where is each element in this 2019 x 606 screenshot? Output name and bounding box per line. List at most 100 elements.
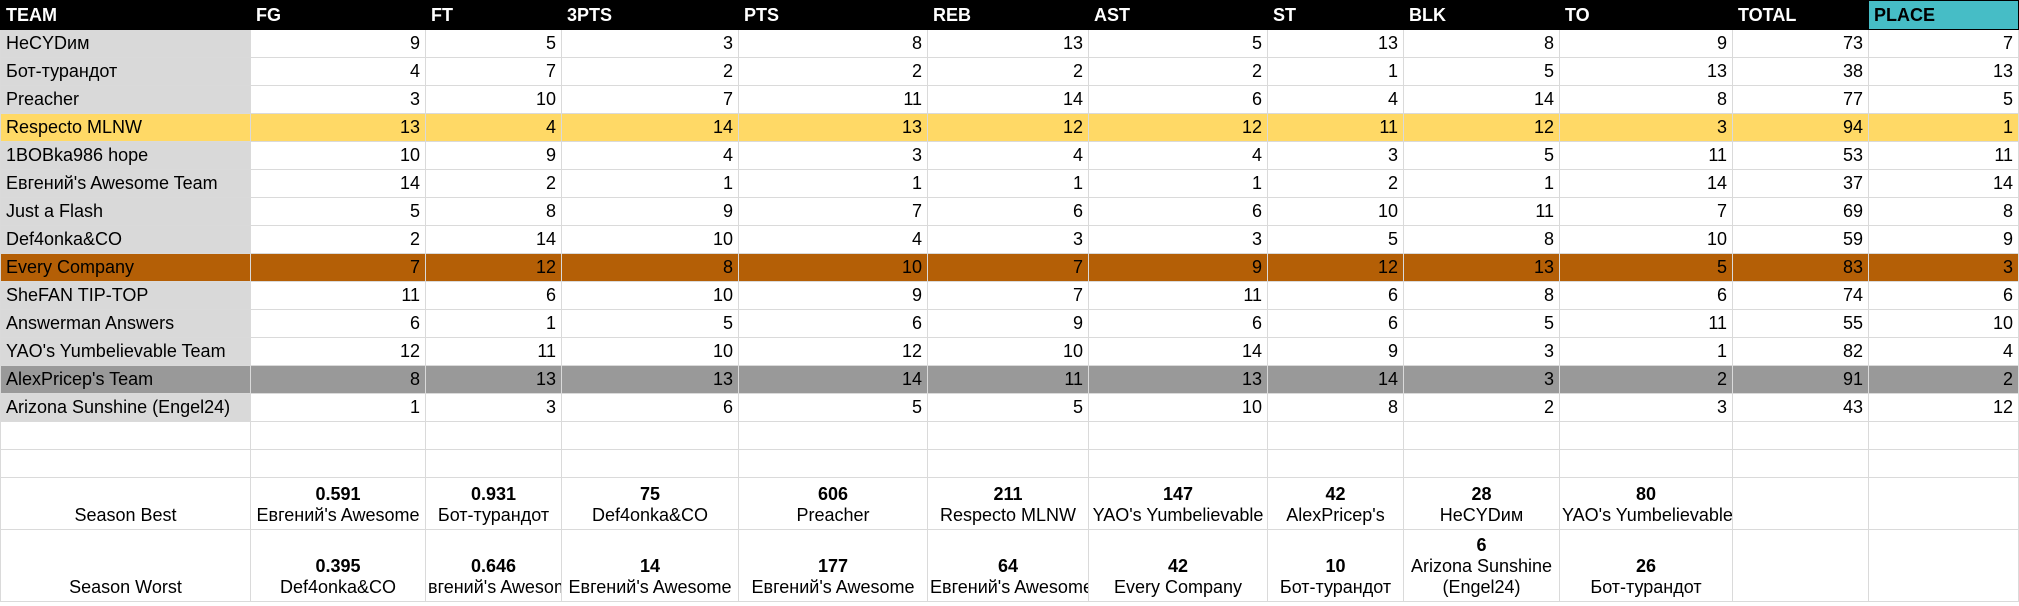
stat-cell[interactable]: 10	[927, 337, 1089, 366]
empty-cell[interactable]	[0, 421, 251, 450]
empty-cell[interactable]	[1088, 449, 1268, 478]
stat-cell[interactable]: 13	[738, 113, 928, 142]
stat-cell[interactable]: 10	[1868, 309, 2019, 338]
header-cell-place[interactable]: PLACE	[1868, 0, 2019, 30]
stat-cell[interactable]: 6	[1267, 281, 1404, 310]
empty-cell[interactable]	[1868, 477, 2019, 530]
stat-cell[interactable]: 3	[1088, 225, 1268, 254]
stat-cell[interactable]: 3	[738, 141, 928, 170]
header-cell-st[interactable]: ST	[1267, 0, 1404, 30]
empty-cell[interactable]	[1732, 529, 1869, 602]
empty-cell[interactable]	[927, 449, 1089, 478]
stat-cell[interactable]: 11	[1559, 141, 1733, 170]
stat-cell[interactable]: 6	[561, 393, 739, 422]
stat-cell[interactable]: 8	[1267, 393, 1404, 422]
record-cell[interactable]: 42 Every Company	[1088, 529, 1268, 602]
stat-cell[interactable]: 4	[250, 57, 426, 86]
record-cell[interactable]: 42 AlexPricep's	[1267, 477, 1404, 530]
stat-cell[interactable]: 1	[250, 393, 426, 422]
stat-cell[interactable]: 13	[1559, 57, 1733, 86]
empty-cell[interactable]	[1732, 421, 1869, 450]
record-cell[interactable]: 10 Бот-турандот	[1267, 529, 1404, 602]
stat-cell[interactable]: 11	[738, 85, 928, 114]
team-name-cell[interactable]: SheFAN TIP-TOP	[0, 281, 251, 310]
stat-cell[interactable]: 4	[927, 141, 1089, 170]
stat-cell[interactable]: 5	[1403, 141, 1560, 170]
stat-cell[interactable]: 12	[250, 337, 426, 366]
stat-cell[interactable]: 9	[927, 309, 1089, 338]
stat-cell[interactable]: 9	[738, 281, 928, 310]
stat-cell[interactable]: 74	[1732, 281, 1869, 310]
stat-cell[interactable]: 14	[1088, 337, 1268, 366]
stat-cell[interactable]: 8	[738, 29, 928, 58]
stat-cell[interactable]: 3	[927, 225, 1089, 254]
stat-cell[interactable]: 2	[1559, 365, 1733, 394]
stat-cell[interactable]: 6	[738, 309, 928, 338]
stat-cell[interactable]: 83	[1732, 253, 1869, 282]
record-cell[interactable]: 0.646 вгений's Awesom	[425, 529, 562, 602]
stat-cell[interactable]: 5	[1403, 309, 1560, 338]
stat-cell[interactable]: 12	[1088, 113, 1268, 142]
stat-cell[interactable]: 38	[1732, 57, 1869, 86]
stat-cell[interactable]: 6	[1088, 85, 1268, 114]
stat-cell[interactable]: 8	[1559, 85, 1733, 114]
stat-cell[interactable]: 14	[561, 113, 739, 142]
stat-cell[interactable]: 6	[1088, 197, 1268, 226]
stat-cell[interactable]: 10	[561, 225, 739, 254]
stat-cell[interactable]: 1	[561, 169, 739, 198]
stat-cell[interactable]: 2	[738, 57, 928, 86]
header-cell-blk[interactable]: BLK	[1403, 0, 1560, 30]
team-name-cell[interactable]: Answerman Answers	[0, 309, 251, 338]
record-cell[interactable]: 64 Евгений's Awesome	[927, 529, 1089, 602]
stat-cell[interactable]: 9	[1088, 253, 1268, 282]
stat-cell[interactable]: 4	[1868, 337, 2019, 366]
stat-cell[interactable]: 1	[927, 169, 1089, 198]
stat-cell[interactable]: 1	[1868, 113, 2019, 142]
record-cell[interactable]: 14 Евгений's Awesome	[561, 529, 739, 602]
stat-cell[interactable]: 10	[1559, 225, 1733, 254]
record-cell[interactable]: 6 Arizona Sunshine (Engel24)	[1403, 529, 1560, 602]
stat-cell[interactable]: 8	[1868, 197, 2019, 226]
stat-cell[interactable]: 14	[1868, 169, 2019, 198]
team-name-cell[interactable]: Just a Flash	[0, 197, 251, 226]
stat-cell[interactable]: 12	[1868, 393, 2019, 422]
team-name-cell[interactable]: Евгений's Awesome Team	[0, 169, 251, 198]
stat-cell[interactable]: 5	[927, 393, 1089, 422]
stat-cell[interactable]: 13	[1403, 253, 1560, 282]
stat-cell[interactable]: 4	[425, 113, 562, 142]
stat-cell[interactable]: 10	[1267, 197, 1404, 226]
stat-cell[interactable]: 14	[425, 225, 562, 254]
stat-cell[interactable]: 5	[738, 393, 928, 422]
empty-cell[interactable]	[1403, 421, 1560, 450]
stat-cell[interactable]: 3	[1559, 393, 1733, 422]
record-cell[interactable]: 0.931 Бот-турандот	[425, 477, 562, 530]
record-cell[interactable]: 0.591 Евгений's Awesome	[250, 477, 426, 530]
stat-cell[interactable]: 2	[1088, 57, 1268, 86]
stat-cell[interactable]: 7	[1868, 29, 2019, 58]
stat-cell[interactable]: 12	[927, 113, 1089, 142]
stat-cell[interactable]: 13	[927, 29, 1089, 58]
stat-cell[interactable]: 14	[1559, 169, 1733, 198]
stat-cell[interactable]: 8	[1403, 225, 1560, 254]
header-cell-team[interactable]: TEAM	[0, 0, 251, 30]
stat-cell[interactable]: 7	[927, 281, 1089, 310]
stat-cell[interactable]: 4	[1267, 85, 1404, 114]
header-cell-3pts[interactable]: 3PTS	[561, 0, 739, 30]
stat-cell[interactable]: 1	[1559, 337, 1733, 366]
stat-cell[interactable]: 12	[738, 337, 928, 366]
empty-cell[interactable]	[1267, 449, 1404, 478]
stat-cell[interactable]: 9	[425, 141, 562, 170]
stat-cell[interactable]: 11	[425, 337, 562, 366]
team-name-cell[interactable]: Arizona Sunshine (Engel24)	[0, 393, 251, 422]
stat-cell[interactable]: 2	[927, 57, 1089, 86]
empty-cell[interactable]	[1868, 449, 2019, 478]
stat-cell[interactable]: 2	[561, 57, 739, 86]
team-name-cell[interactable]: Respecto MLNW	[0, 113, 251, 142]
stat-cell[interactable]: 91	[1732, 365, 1869, 394]
season-best-label[interactable]: Season Best	[0, 477, 251, 530]
stat-cell[interactable]: 3	[1403, 365, 1560, 394]
team-name-cell[interactable]: 1BOBka986 hope	[0, 141, 251, 170]
stat-cell[interactable]: 6	[425, 281, 562, 310]
stat-cell[interactable]: 4	[561, 141, 739, 170]
stat-cell[interactable]: 11	[1559, 309, 1733, 338]
